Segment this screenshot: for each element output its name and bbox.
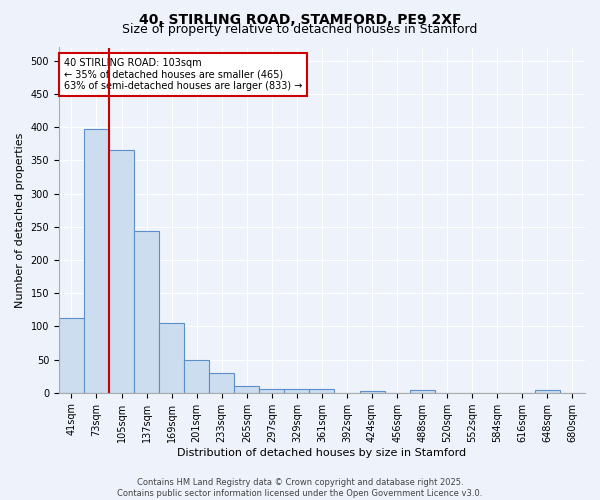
Bar bbox=[310, 388, 334, 392]
Text: Size of property relative to detached houses in Stamford: Size of property relative to detached ho… bbox=[122, 22, 478, 36]
Bar bbox=[410, 390, 434, 392]
Bar bbox=[134, 232, 159, 392]
Bar bbox=[209, 373, 234, 392]
Bar bbox=[259, 390, 284, 392]
Text: Contains HM Land Registry data © Crown copyright and database right 2025.
Contai: Contains HM Land Registry data © Crown c… bbox=[118, 478, 482, 498]
Text: 40 STIRLING ROAD: 103sqm
← 35% of detached houses are smaller (465)
63% of semi-: 40 STIRLING ROAD: 103sqm ← 35% of detach… bbox=[64, 58, 302, 91]
Bar bbox=[159, 323, 184, 392]
Bar bbox=[109, 150, 134, 392]
Bar bbox=[184, 360, 209, 392]
X-axis label: Distribution of detached houses by size in Stamford: Distribution of detached houses by size … bbox=[178, 448, 467, 458]
Bar bbox=[84, 129, 109, 392]
Y-axis label: Number of detached properties: Number of detached properties bbox=[15, 132, 25, 308]
Bar bbox=[59, 318, 84, 392]
Bar bbox=[234, 386, 259, 392]
Text: 40, STIRLING ROAD, STAMFORD, PE9 2XF: 40, STIRLING ROAD, STAMFORD, PE9 2XF bbox=[139, 12, 461, 26]
Bar bbox=[535, 390, 560, 392]
Bar bbox=[284, 388, 310, 392]
